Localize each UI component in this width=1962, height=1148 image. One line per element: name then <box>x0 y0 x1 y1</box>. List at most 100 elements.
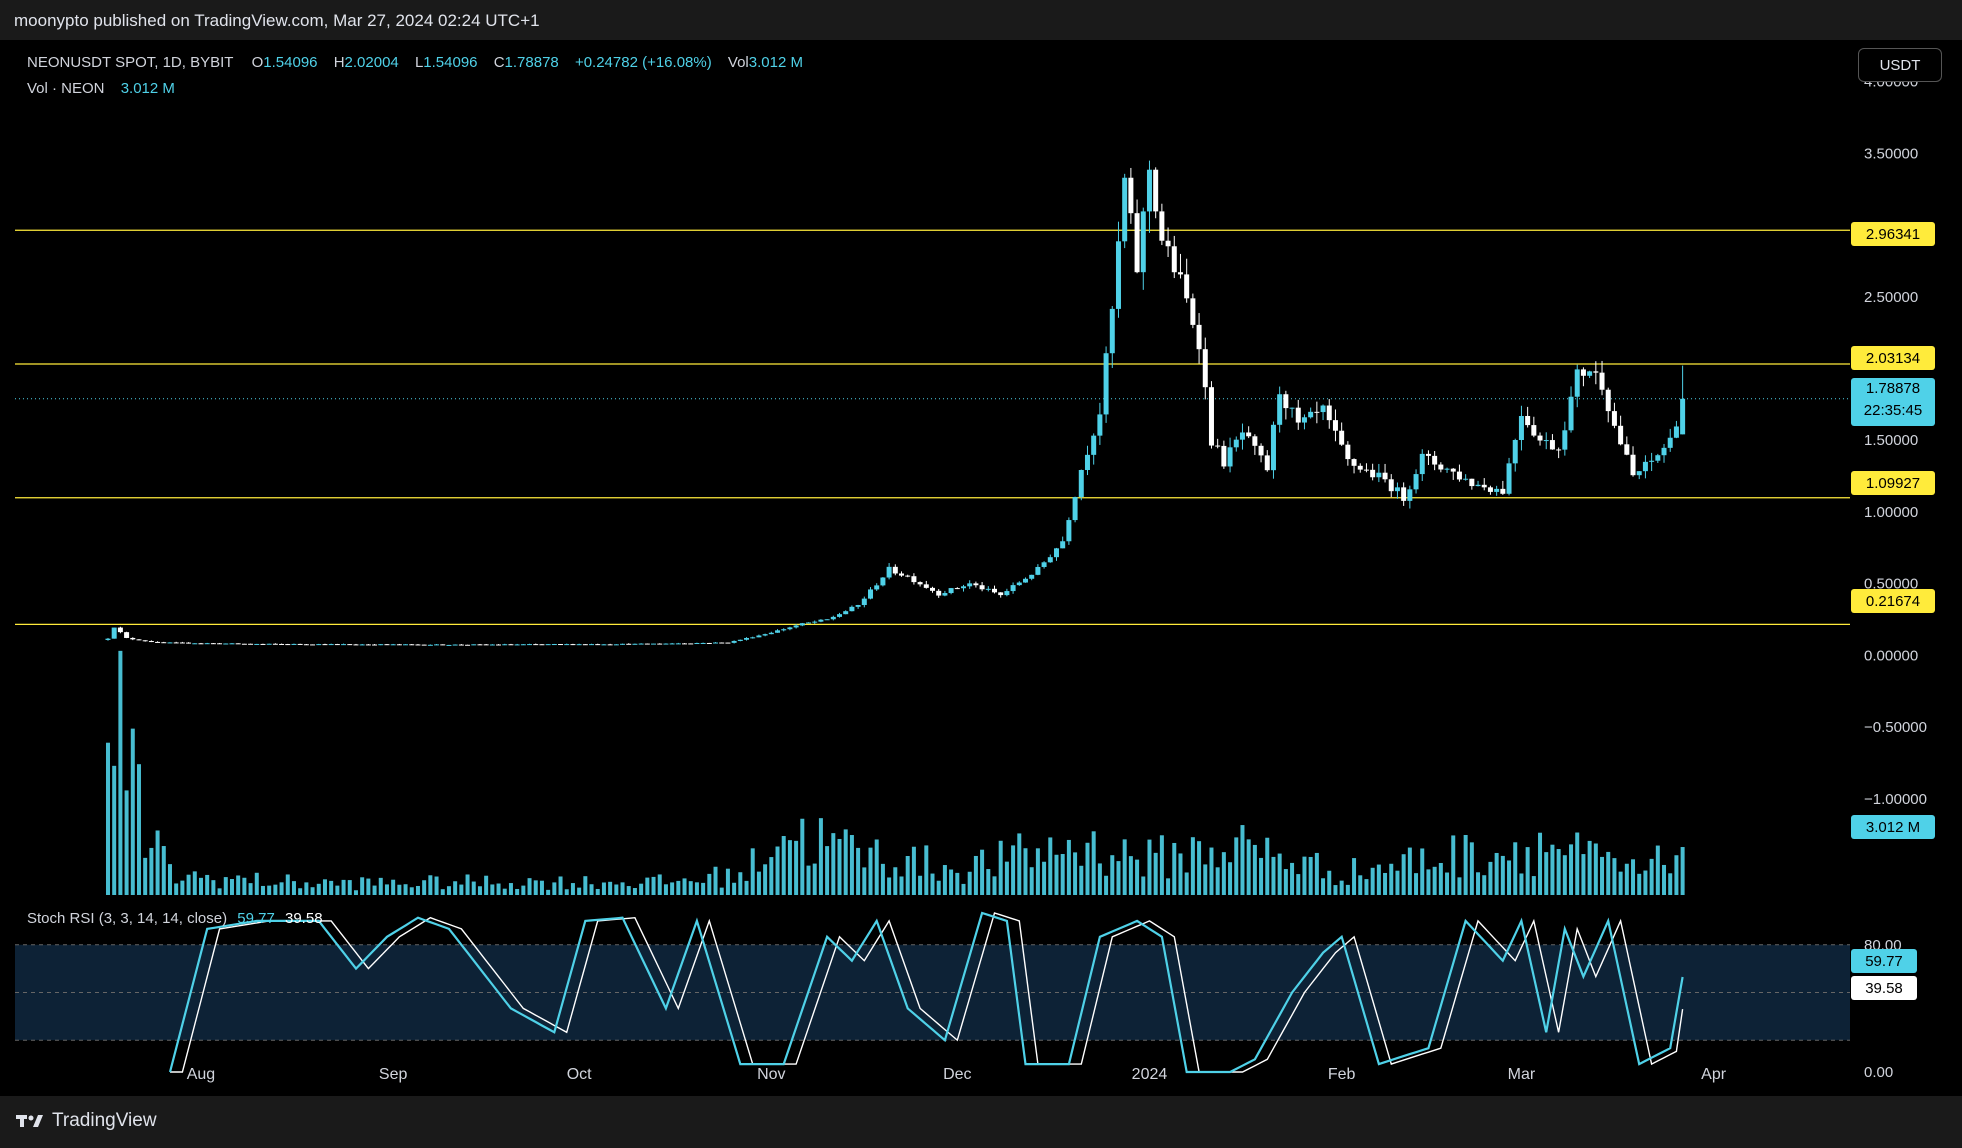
volume-bar <box>564 889 569 895</box>
volume-bar <box>508 883 513 895</box>
candle <box>1264 450 1270 472</box>
candle <box>638 643 644 645</box>
candle <box>979 582 985 592</box>
volume-bar <box>1426 869 1431 895</box>
price-tick-label: 3.50000 <box>1864 145 1918 162</box>
candle <box>1574 364 1580 408</box>
candle <box>694 642 700 645</box>
volume-bar <box>595 888 600 895</box>
candle <box>1580 367 1586 387</box>
volume-bar <box>763 864 768 895</box>
level-tag-2: 2.03134 <box>1851 346 1935 370</box>
candle <box>917 581 923 587</box>
volume-bar <box>521 885 526 895</box>
volume-bar <box>143 857 148 895</box>
volume-bar <box>1153 852 1158 895</box>
volume-bar <box>484 875 489 895</box>
volume-bar <box>118 650 123 895</box>
volume-bar <box>236 875 241 895</box>
volume-bar <box>818 818 823 895</box>
volume-bar <box>620 882 625 895</box>
candle <box>793 624 799 629</box>
candle <box>1518 405 1524 451</box>
candle <box>1078 469 1084 501</box>
candle <box>502 643 508 646</box>
volume-bar <box>1277 853 1282 895</box>
stoch-rsi-legend: Stoch RSI (3, 3, 14, 14, close) 59.77 39… <box>27 910 323 927</box>
volume-bar <box>546 889 551 895</box>
candle <box>1419 449 1425 482</box>
volume-bar <box>1587 840 1592 895</box>
volume-bar <box>1581 854 1586 895</box>
volume-bar <box>1401 854 1406 895</box>
chart-canvas[interactable]: 4.000003.500002.500001.500001.000000.500… <box>0 0 1962 1096</box>
currency-button[interactable]: USDT <box>1858 48 1942 82</box>
candle <box>266 643 272 645</box>
volume-bar <box>403 884 408 895</box>
candle <box>1376 463 1382 483</box>
volume-bar <box>942 865 947 895</box>
candle <box>1339 422 1345 446</box>
candle <box>167 642 173 644</box>
candle <box>235 643 241 645</box>
candle <box>1295 399 1301 430</box>
volume-bar <box>608 881 613 895</box>
volume-bar <box>1674 855 1679 895</box>
candle <box>1109 306 1115 368</box>
candle <box>1301 414 1307 430</box>
candle <box>142 640 148 642</box>
candle <box>396 643 402 646</box>
volume-bar <box>1296 874 1301 895</box>
candle <box>1115 221 1121 318</box>
volume-bar <box>862 867 867 895</box>
candle <box>1407 485 1413 509</box>
volume-bar <box>105 742 110 895</box>
candle <box>508 643 514 646</box>
volume-bar <box>1110 855 1115 895</box>
volume-bar <box>347 880 352 895</box>
volume-bar <box>1463 834 1468 895</box>
volume-bar <box>880 863 885 895</box>
candle <box>372 644 378 646</box>
stoch-rsi-panel <box>15 911 1850 1074</box>
volume-bar <box>1618 871 1623 895</box>
candle <box>657 643 663 645</box>
candle <box>1066 517 1072 545</box>
volume-bar <box>267 885 272 895</box>
candle <box>570 643 576 646</box>
volume-bar <box>738 872 743 895</box>
candle <box>173 641 179 644</box>
volume-bar <box>874 839 879 895</box>
volume-bar <box>775 846 780 895</box>
volume-bar <box>750 848 755 895</box>
tradingview-brand-text: TradingView <box>52 1110 157 1131</box>
candle <box>1270 421 1276 479</box>
candle <box>1041 561 1047 569</box>
candle <box>960 584 966 592</box>
candle <box>787 626 793 631</box>
time-tick-label: Nov <box>757 1066 785 1083</box>
volume-bar <box>397 884 402 895</box>
candle <box>1221 440 1227 469</box>
volume-bar <box>1519 873 1524 895</box>
volume-bar <box>986 869 991 895</box>
volume-bar <box>831 833 836 895</box>
candle <box>285 643 291 646</box>
candle <box>595 643 601 646</box>
candle <box>353 643 359 646</box>
volume-bar <box>663 884 668 895</box>
volume-bar <box>825 846 830 895</box>
candle <box>1345 441 1351 466</box>
candle <box>880 577 886 587</box>
volume-series <box>105 650 1685 895</box>
tradingview-logo[interactable]: TradingView <box>16 1110 157 1132</box>
volume-bar <box>1042 861 1047 895</box>
candle <box>452 644 458 646</box>
candle <box>1624 436 1630 456</box>
volume-bar <box>552 882 557 895</box>
volume-bar <box>1197 841 1202 895</box>
candle <box>186 642 192 644</box>
candle <box>756 634 762 638</box>
candle <box>409 644 415 646</box>
candle <box>1097 402 1103 445</box>
